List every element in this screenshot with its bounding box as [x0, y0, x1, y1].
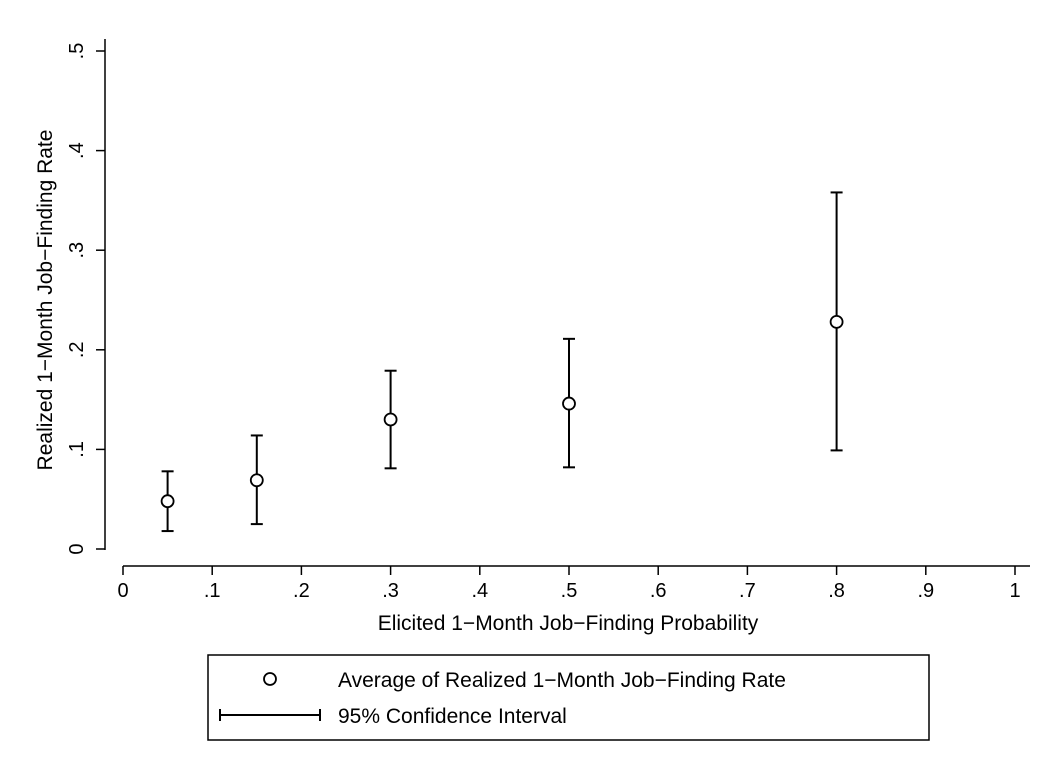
legend-marker-ci: [219, 709, 321, 721]
y-tick-label: .5: [66, 43, 88, 60]
x-axis-title: Elicited 1−Month Job−Finding Probability: [378, 612, 759, 635]
axes: 0 .1 .2 .3 .4 .5 .6 .7 .8 .9 1 0 .1 .2 .3 .4 .5 Elicited …: [34, 39, 1030, 635]
y-tick-label: .1: [66, 441, 88, 458]
data-point: [829, 315, 844, 329]
legend: Average of Realized 1−Month Job−Finding …: [207, 654, 930, 741]
legend-label-ci: 95% Confidence Interval: [338, 705, 567, 728]
y-tick-label: .3: [66, 242, 88, 259]
x-tick-label: 0: [117, 580, 128, 602]
data-point: [383, 412, 398, 427]
x-tick-label: .3: [382, 580, 399, 602]
x-tick-label: .5: [561, 580, 578, 602]
y-tick-label: .4: [66, 142, 88, 159]
x-tick-label: .7: [739, 580, 756, 602]
legend-box: [207, 654, 930, 741]
x-tick-label: .4: [471, 580, 488, 602]
data-point: [160, 494, 175, 509]
y-tick-label: 0: [66, 543, 88, 554]
plot-area: [160, 191, 844, 533]
x-tick-label: 1: [1009, 580, 1020, 602]
x-tick-label: .1: [204, 580, 221, 602]
y-tick-label: .2: [66, 341, 88, 358]
data-point: [249, 473, 264, 488]
legend-label-average: Average of Realized 1−Month Job−Finding …: [338, 669, 786, 692]
data-point: [562, 396, 576, 411]
legend-marker-point: [263, 672, 277, 686]
x-tick-label: .8: [828, 580, 845, 602]
x-tick-label: .2: [293, 580, 310, 602]
x-tick-label: .6: [650, 580, 667, 602]
y-axis-title: Realized 1−Month Job−Finding Rate: [34, 130, 57, 471]
x-tick-label: .9: [917, 580, 934, 602]
